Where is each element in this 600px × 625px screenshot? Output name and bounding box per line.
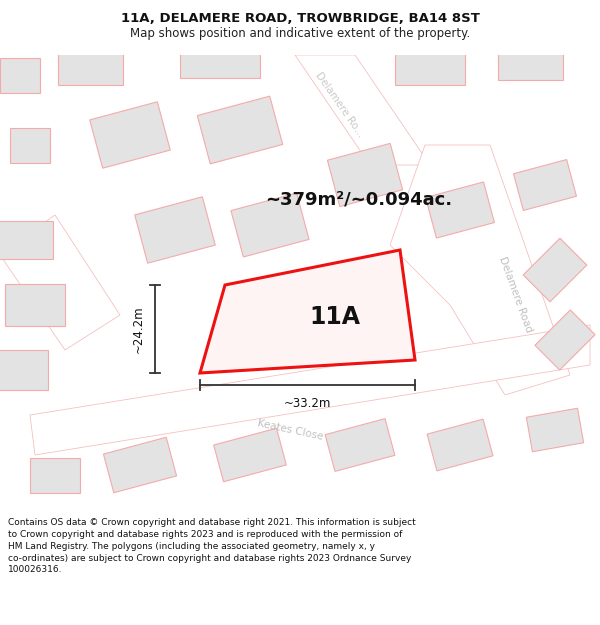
- Polygon shape: [214, 428, 286, 482]
- Polygon shape: [0, 221, 53, 259]
- Polygon shape: [30, 458, 80, 492]
- Polygon shape: [526, 408, 584, 452]
- Polygon shape: [135, 197, 215, 263]
- Polygon shape: [0, 215, 120, 350]
- Polygon shape: [197, 96, 283, 164]
- Polygon shape: [58, 45, 122, 85]
- Text: ~24.2m: ~24.2m: [132, 305, 145, 352]
- Polygon shape: [180, 42, 260, 78]
- Polygon shape: [427, 419, 493, 471]
- Text: Delamere Ro...: Delamere Ro...: [314, 71, 366, 139]
- Polygon shape: [395, 45, 465, 85]
- Text: 11A: 11A: [310, 305, 361, 329]
- Polygon shape: [523, 238, 587, 302]
- Polygon shape: [10, 127, 50, 162]
- Polygon shape: [200, 250, 415, 373]
- Polygon shape: [514, 159, 577, 211]
- Text: Keates Close: Keates Close: [256, 418, 324, 442]
- Polygon shape: [497, 40, 563, 80]
- Polygon shape: [5, 284, 65, 326]
- Polygon shape: [103, 438, 176, 493]
- Polygon shape: [328, 143, 403, 207]
- Polygon shape: [425, 182, 494, 238]
- Polygon shape: [535, 310, 595, 370]
- Text: ~379m²/~0.094ac.: ~379m²/~0.094ac.: [265, 191, 452, 209]
- Polygon shape: [231, 193, 309, 257]
- Polygon shape: [390, 145, 570, 395]
- Polygon shape: [295, 55, 430, 165]
- Polygon shape: [30, 325, 590, 455]
- Text: 11A, DELAMERE ROAD, TROWBRIDGE, BA14 8ST: 11A, DELAMERE ROAD, TROWBRIDGE, BA14 8ST: [121, 12, 479, 25]
- Polygon shape: [325, 419, 395, 471]
- Polygon shape: [0, 58, 40, 92]
- Text: Contains OS data © Crown copyright and database right 2021. This information is : Contains OS data © Crown copyright and d…: [8, 518, 416, 574]
- Polygon shape: [90, 102, 170, 168]
- Text: Map shows position and indicative extent of the property.: Map shows position and indicative extent…: [130, 27, 470, 39]
- Text: Delamere Road: Delamere Road: [497, 256, 533, 334]
- Text: ~33.2m: ~33.2m: [284, 397, 331, 410]
- Polygon shape: [0, 350, 47, 390]
